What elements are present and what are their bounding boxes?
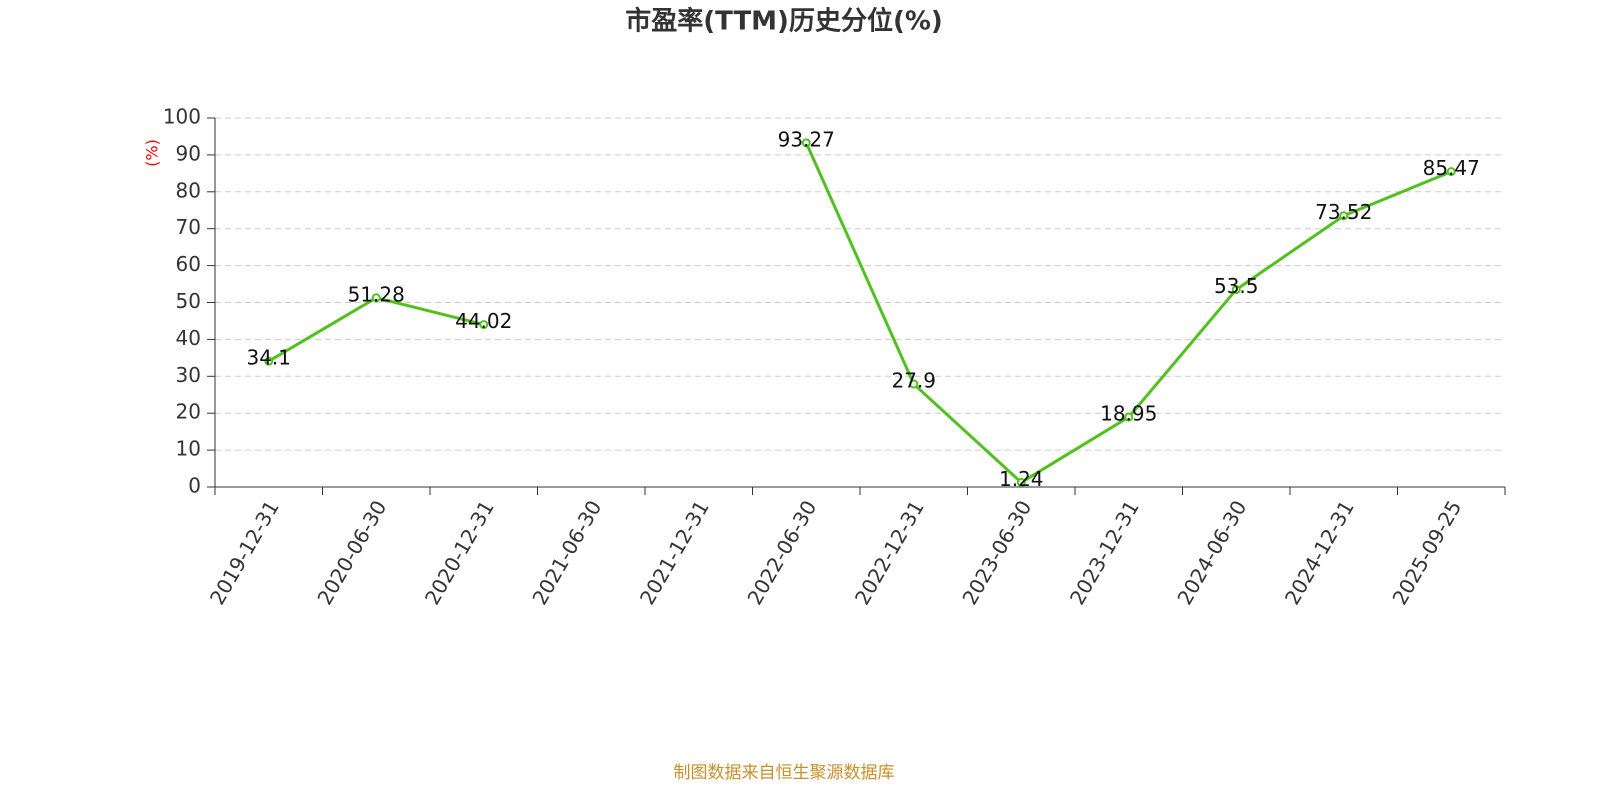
point	[1446, 167, 1456, 177]
y-tick-label: 70	[176, 215, 201, 239]
x-tick-label: 2025-09-25	[1387, 496, 1466, 609]
data-label: 44.02	[455, 309, 512, 333]
x-tick-label: 2022-06-30	[742, 496, 821, 609]
y-tick-label: 0	[188, 474, 201, 498]
point	[801, 138, 811, 148]
y-tick-label: 90	[176, 141, 201, 165]
data-label: 85.47	[1423, 156, 1480, 180]
x-tick-label: 2023-12-31	[1065, 496, 1144, 609]
x-tick-label: 2024-06-30	[1172, 496, 1251, 609]
point	[371, 293, 381, 303]
data-label: 73.52	[1315, 200, 1372, 224]
data-label: 34.1	[246, 346, 291, 370]
chart-title: 市盈率(TTM)历史分位(%)	[625, 6, 943, 37]
point	[264, 356, 274, 366]
y-tick-label: 20	[176, 400, 201, 424]
x-tick-label: 2022-12-31	[850, 496, 929, 609]
y-tick-label: 50	[176, 289, 201, 313]
point	[479, 320, 489, 330]
point	[1339, 211, 1349, 221]
y-tick-label: 40	[176, 326, 201, 350]
point	[1124, 412, 1134, 422]
y-tick-label: 30	[176, 363, 201, 387]
data-label: 51.28	[348, 282, 405, 306]
data-label: 18.95	[1100, 402, 1157, 426]
x-tick-label: 2019-12-31	[205, 496, 284, 609]
y-axis-label: (%)	[143, 139, 162, 167]
footer: 制图数据来自恒生聚源数据库	[674, 763, 895, 783]
x-tick-label: 2021-06-30	[527, 496, 606, 609]
point	[1016, 477, 1026, 487]
x-tick-label: 2021-12-31	[635, 496, 714, 609]
x-tick-label: 2020-12-31	[420, 496, 499, 609]
data-label: 53.5	[1214, 274, 1259, 298]
y-tick-label: 60	[176, 252, 201, 276]
data-label: 1.24	[999, 467, 1044, 491]
line	[267, 142, 1452, 484]
point	[1231, 285, 1241, 295]
x-tick-label: 2020-06-30	[312, 496, 391, 609]
point	[909, 379, 919, 389]
y-tick-label: 100	[163, 105, 201, 129]
y-tick-label: 80	[176, 178, 201, 202]
data-label: 93.27	[778, 127, 835, 151]
y-tick-label: 10	[176, 437, 201, 461]
x-tick-label: 2024-12-31	[1280, 496, 1359, 609]
x-tick-label: 2023-06-30	[957, 496, 1036, 609]
data-label: 27.9	[891, 369, 936, 393]
